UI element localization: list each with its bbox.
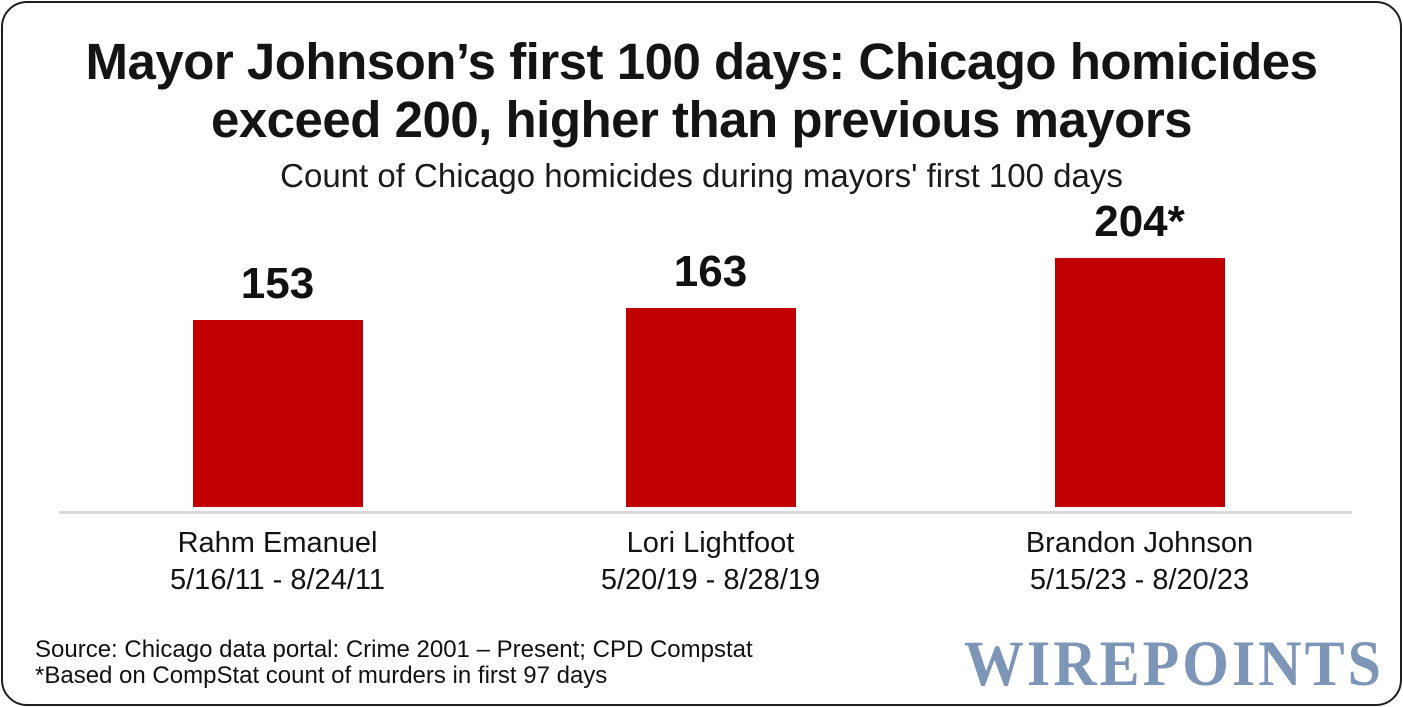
- category-label-rahm-emanuel: Rahm Emanuel 5/16/11 - 8/24/11: [61, 525, 494, 599]
- mayor-name: Lori Lightfoot: [626, 527, 795, 559]
- bar-column-rahm-emanuel: 153: [61, 262, 494, 507]
- bar-value-label: 153: [240, 259, 315, 308]
- bar-value-label: 163: [673, 247, 748, 296]
- category-label-lori-lightfoot: Lori Lightfoot 5/20/19 - 8/28/19: [494, 525, 927, 599]
- chart-subtitle: Count of Chicago homicides during mayors…: [280, 157, 1123, 194]
- bar-brandon-johnson: [1054, 258, 1225, 507]
- mayor-name: Brandon Johnson: [1025, 527, 1254, 559]
- footnote-line: *Based on CompStat count of murders in f…: [35, 662, 608, 689]
- bar-column-lori-lightfoot: 163: [494, 250, 927, 507]
- chart-title-line2: exceed 200, higher than previous mayors: [210, 91, 1193, 148]
- source-note: Source: Chicago data portal: Crime 2001 …: [35, 637, 753, 689]
- chart-title: Mayor Johnson’s first 100 days: Chicago …: [3, 33, 1400, 149]
- bar-value-label: 204*: [1094, 197, 1185, 246]
- bar-column-brandon-johnson: 204*: [923, 200, 1356, 507]
- wirepoints-logo: WIREPOINTS: [963, 627, 1384, 700]
- source-line: Source: Chicago data portal: Crime 2001 …: [35, 636, 753, 663]
- x-axis-baseline: [59, 511, 1352, 514]
- bar-lori-lightfoot: [625, 308, 796, 507]
- category-label-brandon-johnson: Brandon Johnson 5/15/23 - 8/20/23: [923, 525, 1356, 599]
- mayor-date-range: 5/16/11 - 8/24/11: [170, 564, 385, 596]
- bar-rahm-emanuel: [192, 320, 363, 507]
- mayor-date-range: 5/15/23 - 8/20/23: [1029, 564, 1250, 596]
- chart-title-line1: Mayor Johnson’s first 100 days: Chicago …: [85, 33, 1318, 90]
- mayor-name: Rahm Emanuel: [177, 527, 378, 559]
- mayor-date-range: 5/20/19 - 8/28/19: [600, 564, 821, 596]
